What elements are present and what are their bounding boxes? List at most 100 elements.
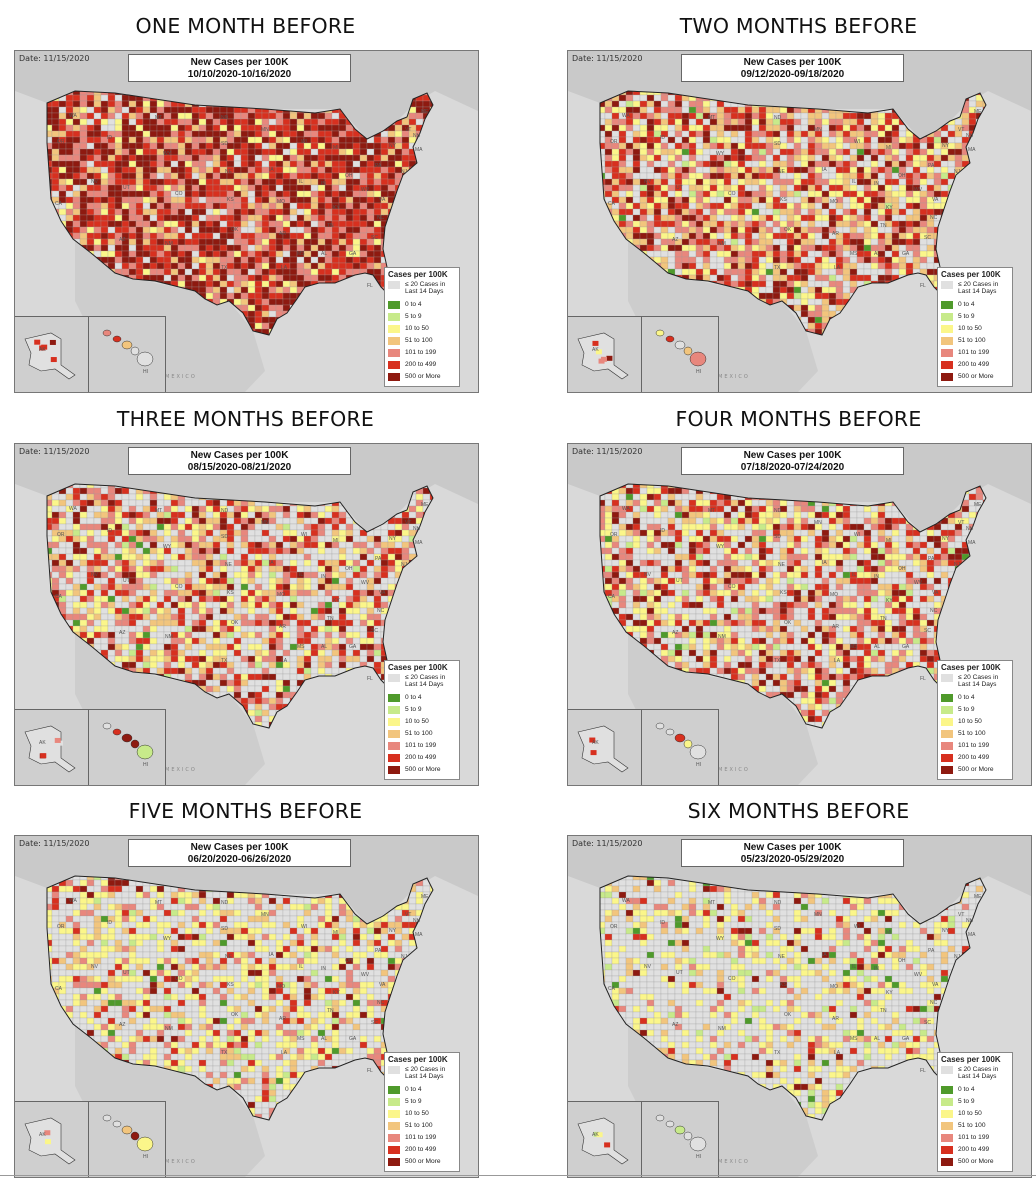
county-cell (829, 221, 836, 227)
county-cell (822, 155, 829, 161)
state-label: SC (924, 235, 931, 241)
county-cell (185, 209, 192, 215)
county-cell (80, 209, 87, 215)
mexico-label: MEXICO (165, 374, 197, 380)
county-cell (801, 293, 808, 299)
county-cell (136, 125, 143, 131)
county-cell (941, 131, 948, 137)
county-cell (731, 239, 738, 245)
county-cell (157, 101, 164, 107)
state-label: OR (57, 139, 65, 145)
county-cell (633, 125, 640, 131)
county-cell (276, 125, 283, 131)
county-cell (388, 179, 395, 185)
county-cell (94, 149, 101, 155)
county-cell (94, 197, 101, 203)
legend-label: 500 or More (405, 373, 441, 380)
county-cell (717, 161, 724, 167)
county-cell (794, 209, 801, 215)
county-cell (822, 281, 829, 287)
county-cell (885, 173, 892, 179)
county-cell (710, 125, 717, 131)
state-label: NE (225, 169, 232, 175)
county-cell (633, 101, 640, 107)
map-header-daterange: 10/10/2020-10/16/2020 (129, 69, 350, 81)
county-cell (864, 173, 871, 179)
county-cell (318, 137, 325, 143)
county-cell (171, 131, 178, 137)
county-cell (906, 179, 913, 185)
county-cell (864, 209, 871, 215)
county-cell (843, 245, 850, 251)
county-cell (703, 101, 710, 107)
state-label: VA (379, 197, 385, 203)
county-cell (612, 131, 619, 137)
county-cell (339, 203, 346, 209)
county-cell (87, 167, 94, 173)
county-cell (640, 161, 647, 167)
county-cell (269, 233, 276, 239)
county-cell (738, 251, 745, 257)
state-label: CO (728, 191, 736, 197)
county-cell (878, 239, 885, 245)
county-cell (108, 488, 115, 494)
county-cell (696, 209, 703, 215)
county-cell (59, 185, 66, 191)
county-cell (899, 257, 906, 263)
county-cell (290, 113, 297, 119)
county-cell (787, 239, 794, 245)
county-cell (206, 275, 213, 281)
county-cell (661, 113, 668, 119)
county-cell (738, 125, 745, 131)
county-cell (766, 155, 773, 161)
county-cell (857, 209, 864, 215)
county-cell (87, 185, 94, 191)
county-cell (731, 263, 738, 269)
county-cell (290, 185, 297, 191)
county-cell (801, 149, 808, 155)
county-cell (850, 281, 857, 287)
county-cell (787, 125, 794, 131)
county-cell (80, 488, 87, 494)
county-cell (332, 125, 339, 131)
county-cell (143, 203, 150, 209)
county-cell (213, 209, 220, 215)
county-cell (262, 173, 269, 179)
county-cell (213, 221, 220, 227)
county-cell (913, 263, 920, 269)
county-cell (689, 119, 696, 125)
county-cell (766, 167, 773, 173)
county-cell (780, 107, 787, 113)
county-cell (724, 221, 731, 227)
legend-item: ≤ 20 Cases in Last 14 Days (941, 281, 1009, 301)
county-cell (353, 215, 360, 221)
county-cell (136, 251, 143, 257)
county-cell (745, 203, 752, 209)
county-cell (150, 167, 157, 173)
county-cell (696, 221, 703, 227)
county-cell (94, 221, 101, 227)
county-cell (829, 113, 836, 119)
county-cell (213, 245, 220, 251)
county-cell (689, 245, 696, 251)
legend-label: 5 to 9 (405, 313, 422, 320)
county-cell (661, 155, 668, 161)
county-cell (94, 239, 101, 245)
county-cell (311, 155, 318, 161)
county-cell (787, 215, 794, 221)
county-cell (66, 101, 73, 107)
county-cell (325, 173, 332, 179)
county-cell (150, 125, 157, 131)
county-cell (864, 155, 871, 161)
county-cell (108, 149, 115, 155)
state-label: NH (413, 133, 420, 139)
county-cell (234, 149, 241, 155)
county-cell (612, 161, 619, 167)
legend-item: 200 to 499 (388, 361, 456, 373)
hawaii-island (103, 330, 111, 336)
county-cell (360, 215, 367, 221)
county-cell (388, 149, 395, 155)
county-cell (822, 263, 829, 269)
county-cell (752, 281, 759, 287)
